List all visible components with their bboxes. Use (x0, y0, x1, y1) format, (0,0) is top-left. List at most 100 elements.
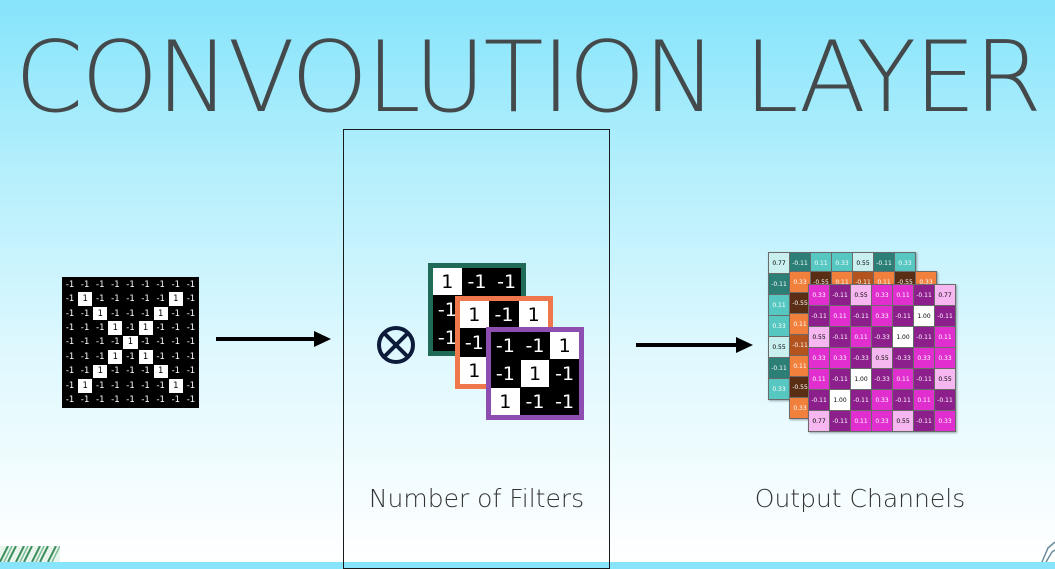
input-matrix-cell: -1 (183, 393, 198, 407)
input-matrix-cell: -1 (63, 278, 78, 292)
input-matrix-cell: -1 (93, 292, 108, 306)
input-matrix-cell: -1 (138, 278, 153, 292)
input-matrix-cell: -1 (153, 335, 168, 350)
input-matrix-cell: -1 (168, 306, 183, 321)
input-matrix-cell: -1 (123, 278, 138, 292)
input-matrix-cell: -1 (108, 379, 123, 393)
input-matrix-cell: -1 (123, 364, 138, 379)
feature-map-cell: -0.11 (830, 327, 850, 347)
input-matrix-cell: 1 (138, 321, 153, 335)
feature-map-cell: 0.11 (790, 356, 810, 376)
feature-map-cell: -0.55 (790, 293, 810, 313)
filter-cell: 1 (491, 388, 520, 415)
input-matrix-cell: -1 (153, 278, 168, 292)
feature-map-cell: 0.55 (893, 411, 913, 431)
input-matrix-cell: -1 (108, 364, 123, 379)
filter-cell: 1 (520, 360, 550, 387)
feature-map-cell: 0.11 (893, 285, 913, 305)
input-matrix-cell: -1 (78, 306, 93, 321)
input-matrix-cell: -1 (168, 278, 183, 292)
input-matrix-cell: -1 (183, 306, 198, 321)
feature-map-cell: 0.33 (790, 272, 810, 292)
filter-cell: -1 (520, 388, 550, 415)
feature-map-cell: 1.00 (914, 306, 934, 326)
feature-map-cell: -0.11 (809, 306, 829, 326)
input-matrix-cell: 1 (108, 321, 123, 335)
input-matrix-cell: -1 (63, 306, 78, 321)
feature-map-cell: 0.33 (872, 411, 892, 431)
feature-map-cell: -0.33 (893, 348, 913, 368)
feature-map-cell: 0.55 (769, 337, 789, 357)
input-matrix-cell: 1 (138, 350, 153, 364)
feature-map-cell: -0.11 (914, 369, 934, 389)
feature-map-cell: -0.11 (851, 306, 871, 326)
input-matrix-cell: -1 (183, 335, 198, 350)
input-matrix-cell: -1 (93, 278, 108, 292)
input-matrix-cell: -1 (183, 364, 198, 379)
filter-cell: -1 (492, 268, 521, 295)
input-matrix-cell: -1 (108, 292, 123, 306)
feature-map-cell: -0.11 (935, 306, 955, 326)
input-matrix-cell: -1 (108, 306, 123, 321)
feature-map-cell: 0.11 (851, 411, 871, 431)
input-matrix-cell: -1 (153, 379, 168, 393)
input-matrix-cell: -1 (78, 393, 93, 407)
input-matrix-cell: -1 (168, 335, 183, 350)
input-matrix-cell: -1 (93, 350, 108, 364)
input-matrix-cell: -1 (153, 292, 168, 306)
input-matrix-cell: -1 (123, 292, 138, 306)
input-matrix-cell: 1 (93, 306, 108, 321)
feature-map-cell: -0.33 (872, 327, 892, 347)
input-matrix-cell: -1 (168, 350, 183, 364)
input-matrix-cell: -1 (108, 335, 123, 350)
input-matrix-cell: -1 (93, 393, 108, 407)
feature-map-cell: 0.11 (851, 327, 871, 347)
input-matrix-cell: -1 (108, 393, 123, 407)
feature-map-cell: 0.11 (893, 369, 913, 389)
feature-map-cell: 0.33 (769, 379, 789, 399)
filter-cell: 1 (519, 301, 548, 328)
input-matrix-cell: 1 (123, 335, 138, 350)
input-matrix-cell: -1 (63, 292, 78, 306)
filter-cell: 1 (460, 357, 489, 384)
input-matrix-cell: 1 (78, 379, 93, 393)
feature-map-cell: 0.33 (769, 316, 789, 336)
input-matrix-cell: 1 (168, 292, 183, 306)
input-matrix-cell: -1 (138, 364, 153, 379)
feature-map-cell: 0.55 (872, 348, 892, 368)
feature-map-cell: 0.33 (830, 348, 850, 368)
input-matrix-cell: -1 (93, 379, 108, 393)
input-matrix-cell: -1 (183, 321, 198, 335)
input-matrix-cell: 1 (93, 364, 108, 379)
feature-map-cell: 1.00 (851, 369, 871, 389)
feature-map-cell: 0.33 (832, 253, 852, 273)
feature-map-cell: 0.55 (809, 327, 829, 347)
input-matrix-cell: -1 (138, 393, 153, 407)
filters-caption: Number of Filters (368, 484, 585, 513)
input-matrix-cell: 1 (108, 350, 123, 364)
input-matrix-cell: -1 (138, 306, 153, 321)
filter-cell: -1 (550, 360, 579, 387)
input-matrix-cell: -1 (183, 350, 198, 364)
feature-map-cell: -0.11 (830, 369, 850, 389)
filter-cell: -1 (491, 332, 520, 359)
feature-map-cell: 0.11 (811, 253, 831, 273)
feature-map-cell: 0.11 (790, 314, 810, 334)
filter-cell: -1 (491, 360, 520, 387)
input-matrix-cell: -1 (183, 292, 198, 306)
feature-map-cell: 0.77 (935, 285, 955, 305)
feature-map-cell: -0.11 (790, 253, 810, 273)
input-matrix-cell: -1 (123, 321, 138, 335)
feature-map-cell: -0.11 (851, 390, 871, 410)
input-matrix-cell: -1 (168, 321, 183, 335)
input-matrix-cell: 1 (78, 292, 93, 306)
input-matrix-cell: -1 (63, 350, 78, 364)
feature-map-cell: 0.33 (809, 348, 829, 368)
feature-map-cell: 0.33 (895, 253, 915, 273)
input-matrix-cell: -1 (153, 350, 168, 364)
filter-cell: 1 (460, 301, 489, 328)
input-matrix-cell: -1 (153, 321, 168, 335)
feature-map-cell: 0.11 (935, 327, 955, 347)
input-matrix-cell: -1 (63, 393, 78, 407)
input-matrix-cell: 1 (168, 379, 183, 393)
